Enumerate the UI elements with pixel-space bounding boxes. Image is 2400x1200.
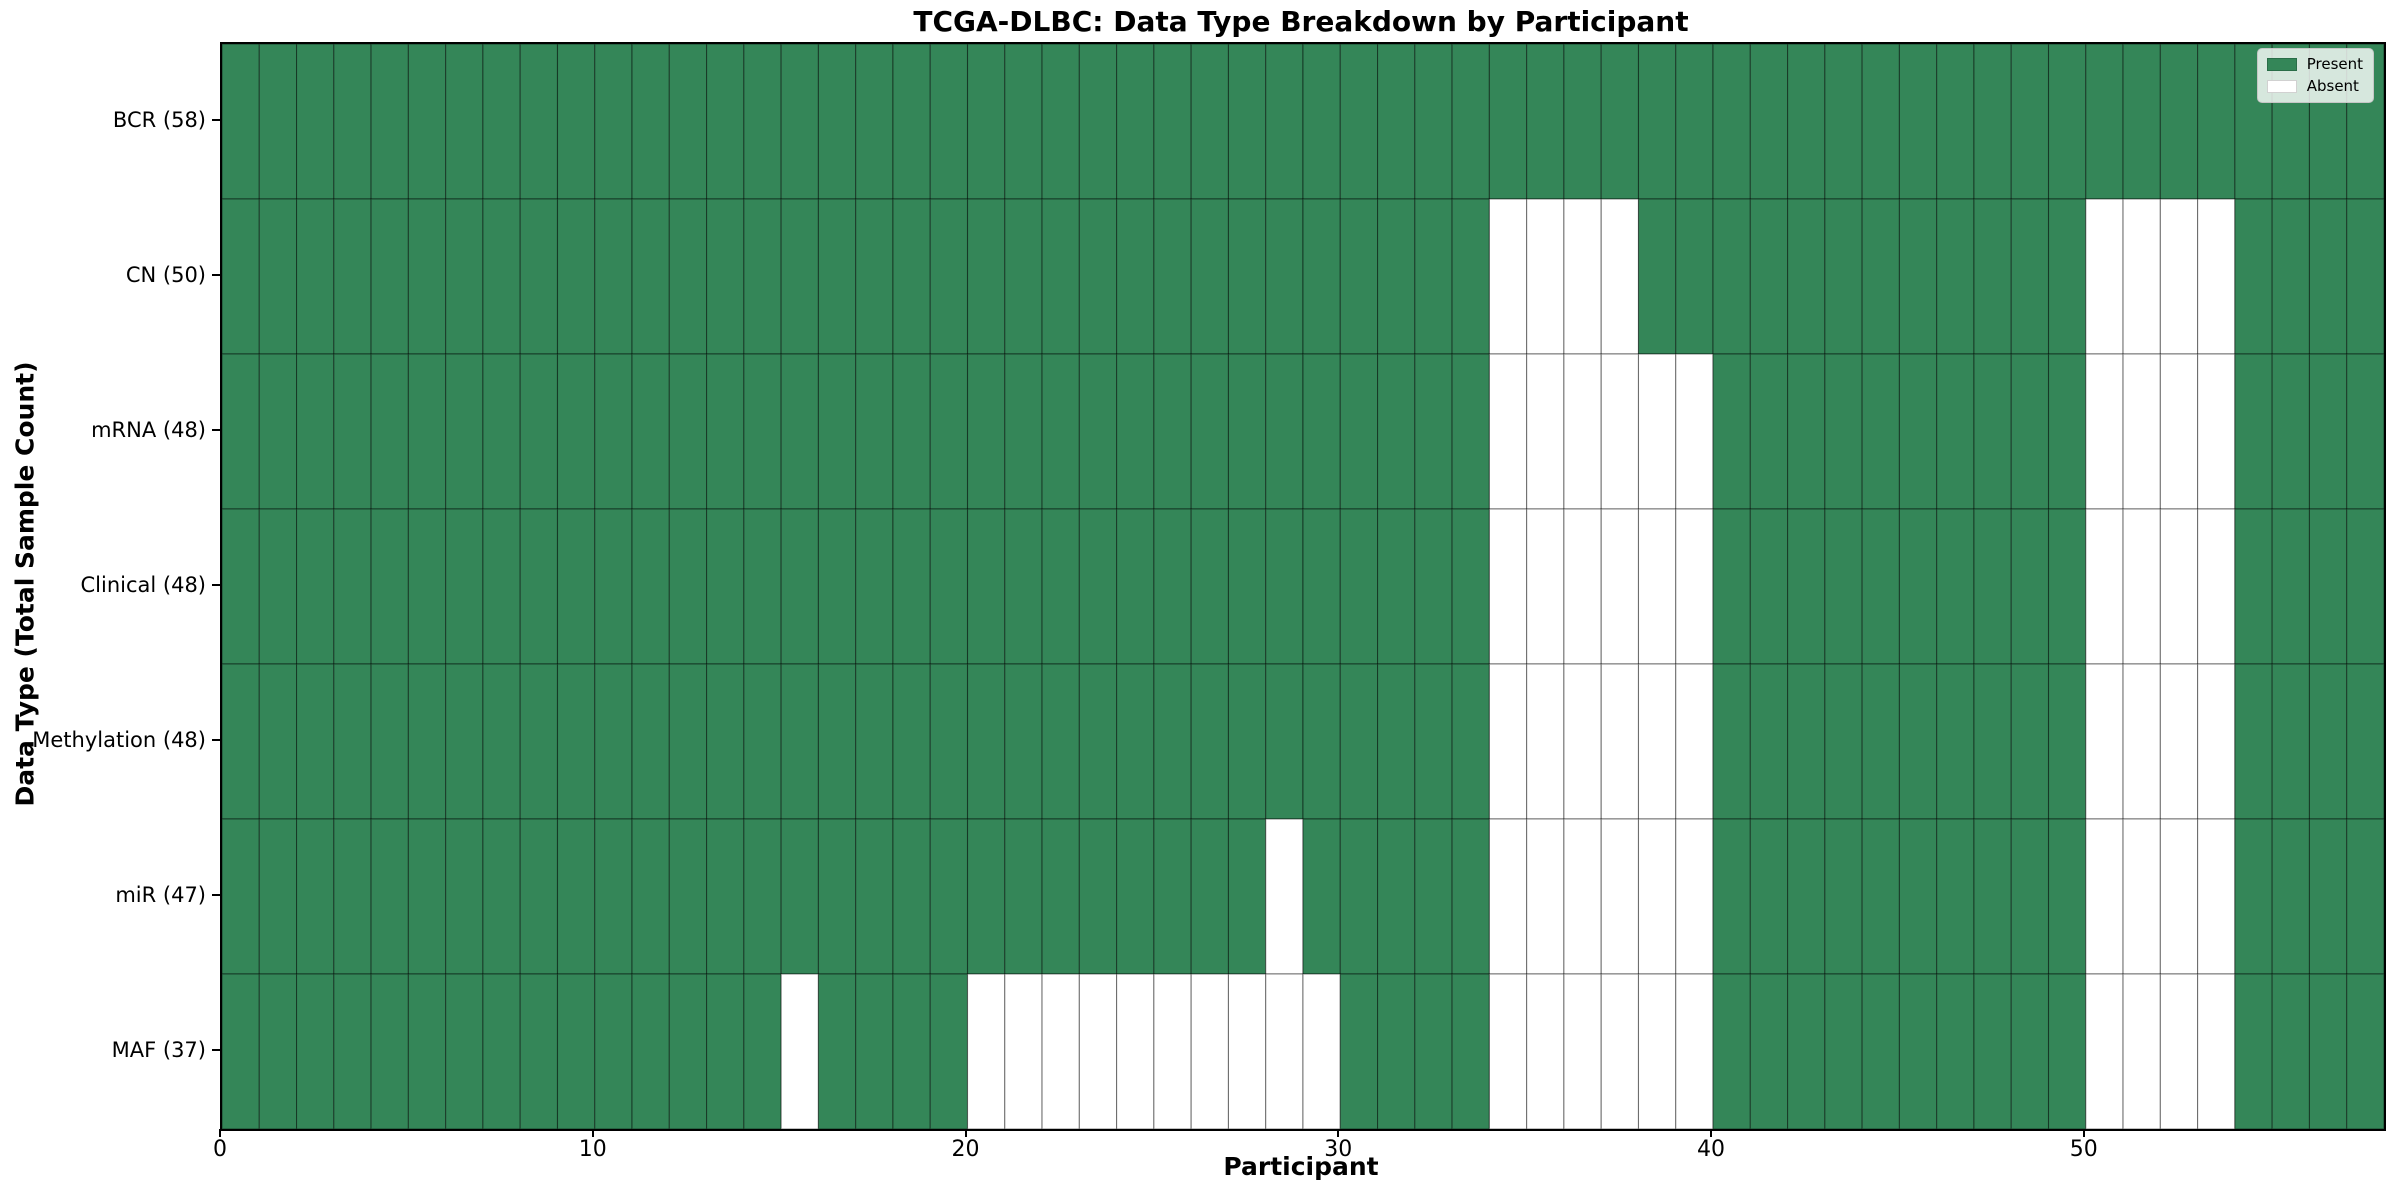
x-axis-label: Participant [1223, 1152, 1379, 1181]
y-tick-mark [212, 1048, 220, 1051]
y-tick-label-BCR: BCR (58) [112, 107, 206, 132]
y-tick-mark [212, 893, 220, 896]
x-tick-label-0: 0 [213, 1137, 227, 1162]
y-tick-label-mRNA: mRNA (48) [91, 417, 206, 442]
legend: Present Absent [2256, 48, 2374, 103]
x-tick-mark [591, 1129, 594, 1137]
legend-entry-present: Present [2266, 55, 2363, 73]
x-tick-label-30: 30 [1324, 1137, 1353, 1162]
x-tick-mark [964, 1129, 967, 1137]
y-tick-label-CN: CN (50) [125, 262, 206, 287]
y-tick-label-Clinical: Clinical (48) [80, 572, 206, 597]
x-tick-label-20: 20 [951, 1137, 980, 1162]
y-tick-label-MAF: MAF (37) [111, 1037, 206, 1062]
legend-absent-label: Absent [2306, 77, 2359, 95]
y-tick-mark [212, 118, 220, 121]
x-tick-mark [1337, 1129, 1340, 1137]
y-tick-mark [212, 738, 220, 741]
legend-entry-absent: Absent [2266, 77, 2363, 95]
y-tick-mark [212, 428, 220, 431]
x-tick-label-50: 50 [2069, 1137, 2098, 1162]
absent-swatch-icon [2266, 80, 2297, 93]
y-tick-label-Methylation: Methylation (48) [32, 727, 206, 752]
x-tick-mark [2082, 1129, 2085, 1137]
present-swatch-icon [2266, 58, 2297, 71]
heatmap-cells [222, 44, 2384, 1129]
y-tick-mark [212, 583, 220, 586]
x-tick-mark [1710, 1129, 1713, 1137]
legend-present-label: Present [2306, 55, 2363, 73]
x-tick-label-40: 40 [1697, 1137, 1726, 1162]
plot-area [220, 42, 2386, 1131]
y-tick-mark [212, 273, 220, 276]
y-tick-label-miR: miR (47) [115, 882, 206, 907]
chart-title: TCGA-DLBC: Data Type Breakdown by Partic… [913, 5, 1689, 38]
x-tick-mark [219, 1129, 221, 1137]
x-tick-label-10: 10 [578, 1137, 607, 1162]
